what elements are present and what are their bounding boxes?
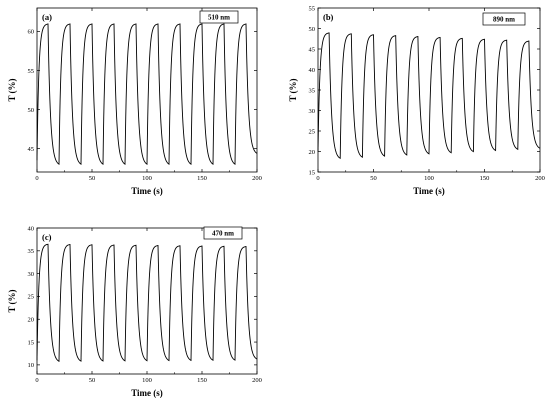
chart-panel-c: 0 50 100 150 200 10 15 20 25 30 35 40 Time (s) T (%) (… xyxy=(7,225,262,398)
wavelength-label: 510 nm xyxy=(208,14,230,22)
panel-label: (b) xyxy=(323,12,334,22)
y-tick-label: 35 xyxy=(309,87,316,94)
wavelength-label: 890 nm xyxy=(493,16,515,24)
transmittance-line xyxy=(36,243,258,363)
y-tick-label: 55 xyxy=(309,5,316,12)
wavelength-box xyxy=(482,12,526,26)
y-tick-label: 15 xyxy=(28,339,35,346)
panel-label: (c) xyxy=(42,232,52,242)
x-tick-label: 50 xyxy=(89,175,96,182)
y-tick-label: 55 xyxy=(28,68,35,75)
y-tick-label: 50 xyxy=(28,107,35,114)
x-tick-label: 50 xyxy=(89,377,96,384)
x-tick-label: 0 xyxy=(316,175,319,182)
x-tick-label: 0 xyxy=(35,377,38,384)
y-axis-label: T (%) xyxy=(7,78,17,101)
x-axis-label: Time (s) xyxy=(131,186,163,196)
wavelength-box xyxy=(199,10,239,24)
y-tick-label: 60 xyxy=(28,29,35,36)
x-tick-label: 100 xyxy=(142,377,152,384)
chart-panel-b: 0 50 100 150 200 15 20 25 30 35 40 45 50 55 Time (s) T … xyxy=(288,5,545,196)
x-axis-label: Time (s) xyxy=(131,388,163,398)
y-tick-label: 40 xyxy=(309,67,316,74)
y-axis-label: T (%) xyxy=(7,289,17,312)
transmittance-line xyxy=(317,32,541,160)
x-tick-label: 0 xyxy=(35,175,38,182)
x-axis-label: Time (s) xyxy=(413,186,445,196)
wavelength-box xyxy=(203,226,243,240)
panel-label: (a) xyxy=(42,12,52,22)
y-tick-label: 25 xyxy=(28,294,35,301)
y-tick-label: 30 xyxy=(28,271,35,278)
y-tick-label: 15 xyxy=(309,169,316,176)
wavelength-label: 470 nm xyxy=(212,230,234,238)
x-tick-label: 150 xyxy=(197,377,207,384)
y-axis-label: T (%) xyxy=(288,78,298,101)
transmittance-line xyxy=(36,23,258,166)
y-tick-label: 10 xyxy=(28,362,35,369)
x-tick-label: 50 xyxy=(370,175,377,182)
y-tick-label: 40 xyxy=(28,225,35,232)
x-tick-label: 100 xyxy=(424,175,434,182)
x-tick-label: 100 xyxy=(142,175,152,182)
x-tick-label: 200 xyxy=(252,377,262,384)
y-tick-label: 45 xyxy=(28,146,35,153)
y-tick-label: 45 xyxy=(309,46,316,53)
chart-panel-a: 0 50 100 150 200 45 50 55 60 Time (s) T (%) (a) 510 … xyxy=(7,7,262,196)
x-tick-label: 150 xyxy=(480,175,490,182)
x-tick-label: 200 xyxy=(252,175,262,182)
y-tick-label: 20 xyxy=(309,149,316,156)
y-tick-label: 30 xyxy=(309,108,316,115)
y-tick-label: 20 xyxy=(28,317,35,324)
y-tick-label: 25 xyxy=(309,128,316,135)
x-tick-label: 200 xyxy=(535,175,545,182)
x-tick-label: 150 xyxy=(197,175,207,182)
y-tick-label: 50 xyxy=(309,26,316,33)
y-tick-label: 35 xyxy=(28,248,35,255)
